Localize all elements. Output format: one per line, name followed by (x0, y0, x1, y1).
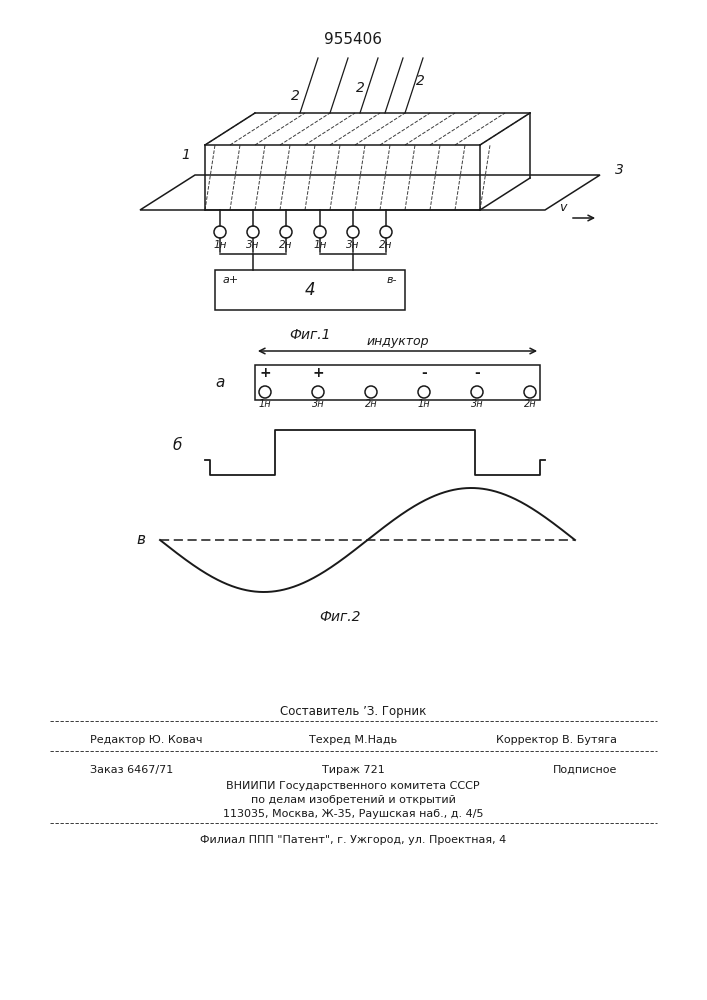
Text: в: в (136, 532, 145, 548)
Text: 1н: 1н (313, 240, 327, 250)
Text: Подписное: Подписное (553, 765, 617, 775)
Text: Заказ 6467/71: Заказ 6467/71 (90, 765, 173, 775)
Text: индуктор: индуктор (366, 335, 428, 348)
Text: а: а (216, 375, 225, 390)
Text: 2н: 2н (365, 399, 378, 409)
Text: 2н: 2н (279, 240, 293, 250)
Text: в-: в- (387, 275, 397, 285)
Bar (255, 365, 540, 400)
Text: по делам изобретений и открытий: по делам изобретений и открытий (250, 795, 455, 805)
Text: Фиг.2: Фиг.2 (320, 610, 361, 624)
Text: 3н: 3н (346, 240, 360, 250)
Text: 1н: 1н (214, 240, 227, 250)
Text: -: - (421, 366, 427, 380)
Text: v: v (559, 201, 566, 214)
Text: 3: 3 (615, 163, 624, 177)
Text: 2: 2 (356, 81, 364, 95)
Text: Техред М.Надь: Техред М.Надь (309, 735, 397, 745)
Text: Редактор Ю. Ковач: Редактор Ю. Ковач (90, 735, 202, 745)
Text: +: + (312, 366, 324, 380)
Text: Филиал ППП "Патент", г. Ужгород, ул. Проектная, 4: Филиал ППП "Патент", г. Ужгород, ул. Про… (200, 835, 506, 845)
Text: 113035, Москва, Ж-35, Раушская наб., д. 4/5: 113035, Москва, Ж-35, Раушская наб., д. … (223, 809, 484, 819)
Text: +: + (259, 366, 271, 380)
Text: 2н: 2н (380, 240, 392, 250)
Text: 2н: 2н (524, 399, 537, 409)
Text: а+: а+ (223, 275, 239, 285)
Text: 955406: 955406 (324, 32, 382, 47)
Text: 1н: 1н (259, 399, 271, 409)
Bar (215, 270, 405, 310)
Text: Составитель ’З. Горник: Составитель ’З. Горник (280, 705, 426, 718)
Text: 4: 4 (305, 281, 315, 299)
Text: ВНИИПИ Государственного комитета СССР: ВНИИПИ Государственного комитета СССР (226, 781, 480, 791)
Text: 3н: 3н (246, 240, 259, 250)
Text: -: - (474, 366, 480, 380)
Text: 3н: 3н (471, 399, 484, 409)
Text: 2: 2 (416, 74, 424, 88)
Text: Фиг.1: Фиг.1 (289, 328, 331, 342)
Text: 2: 2 (291, 89, 300, 103)
Text: Корректор В. Бутяга: Корректор В. Бутяга (496, 735, 617, 745)
Text: 1н: 1н (418, 399, 431, 409)
Text: 1: 1 (181, 148, 190, 162)
Text: б: б (173, 438, 182, 452)
Text: 3н: 3н (312, 399, 325, 409)
Text: Тираж 721: Тираж 721 (322, 765, 385, 775)
